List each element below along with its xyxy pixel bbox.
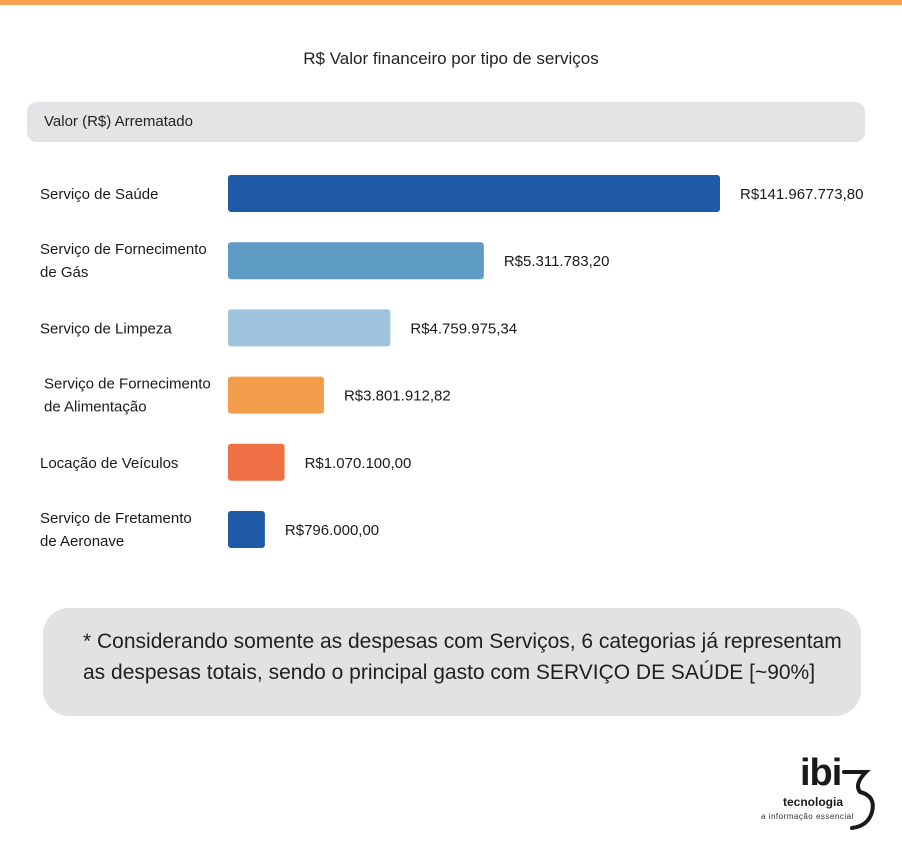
bar-1: [228, 175, 720, 212]
category-label-2: Serviço de Fornecimento de Gás: [40, 241, 207, 281]
bar-chart: Serviço de Saúde R$141.967.773,80 Serviço …: [40, 175, 863, 550]
category-label-3: Serviço de Limpeza: [40, 320, 172, 337]
category-label-5: Locação de Veículos: [40, 455, 178, 472]
logo-brand-text: ibi: [800, 752, 842, 794]
value-label-1: R$141.967.773,80: [740, 186, 863, 203]
bar-6: [228, 511, 265, 548]
logo-mark-icon: [842, 770, 875, 830]
bar-3: [228, 309, 391, 347]
value-label-4: R$3.801.912,82: [344, 388, 451, 405]
category-label-4: Serviço de Fornecimento de Alimentação: [44, 376, 211, 416]
logo-brand: ibi: [800, 752, 842, 795]
note-text: * Considerando somente as despesas com S…: [83, 630, 842, 684]
logo-subtagline: a informação essencial: [761, 812, 854, 821]
value-label-5: R$1.070.100,00: [305, 455, 412, 472]
note-box: * Considerando somente as despesas com S…: [43, 608, 861, 716]
company-logo: ibi tecnologia a informação essencial: [755, 752, 885, 832]
logo-tagline: tecnologia: [783, 795, 844, 809]
bar-2: [228, 242, 484, 280]
value-label-6: R$796.000,00: [285, 522, 379, 539]
bar-4: [228, 376, 324, 414]
section-header-label: Valor (R$) Arrematado: [44, 113, 193, 130]
category-label-6: Serviço de Fretamento de Aeronave: [40, 510, 192, 550]
value-label-2: R$5.311.783,20: [504, 253, 610, 270]
value-label-3: R$4.759.975,34: [410, 320, 517, 337]
bar-5: [228, 443, 285, 481]
top-accent-stripe: [0, 0, 902, 5]
chart-title: R$ Valor financeiro por tipo de serviços: [303, 49, 599, 68]
category-label-1: Serviço de Saúde: [40, 186, 158, 203]
section-header: Valor (R$) Arrematado: [27, 102, 865, 142]
